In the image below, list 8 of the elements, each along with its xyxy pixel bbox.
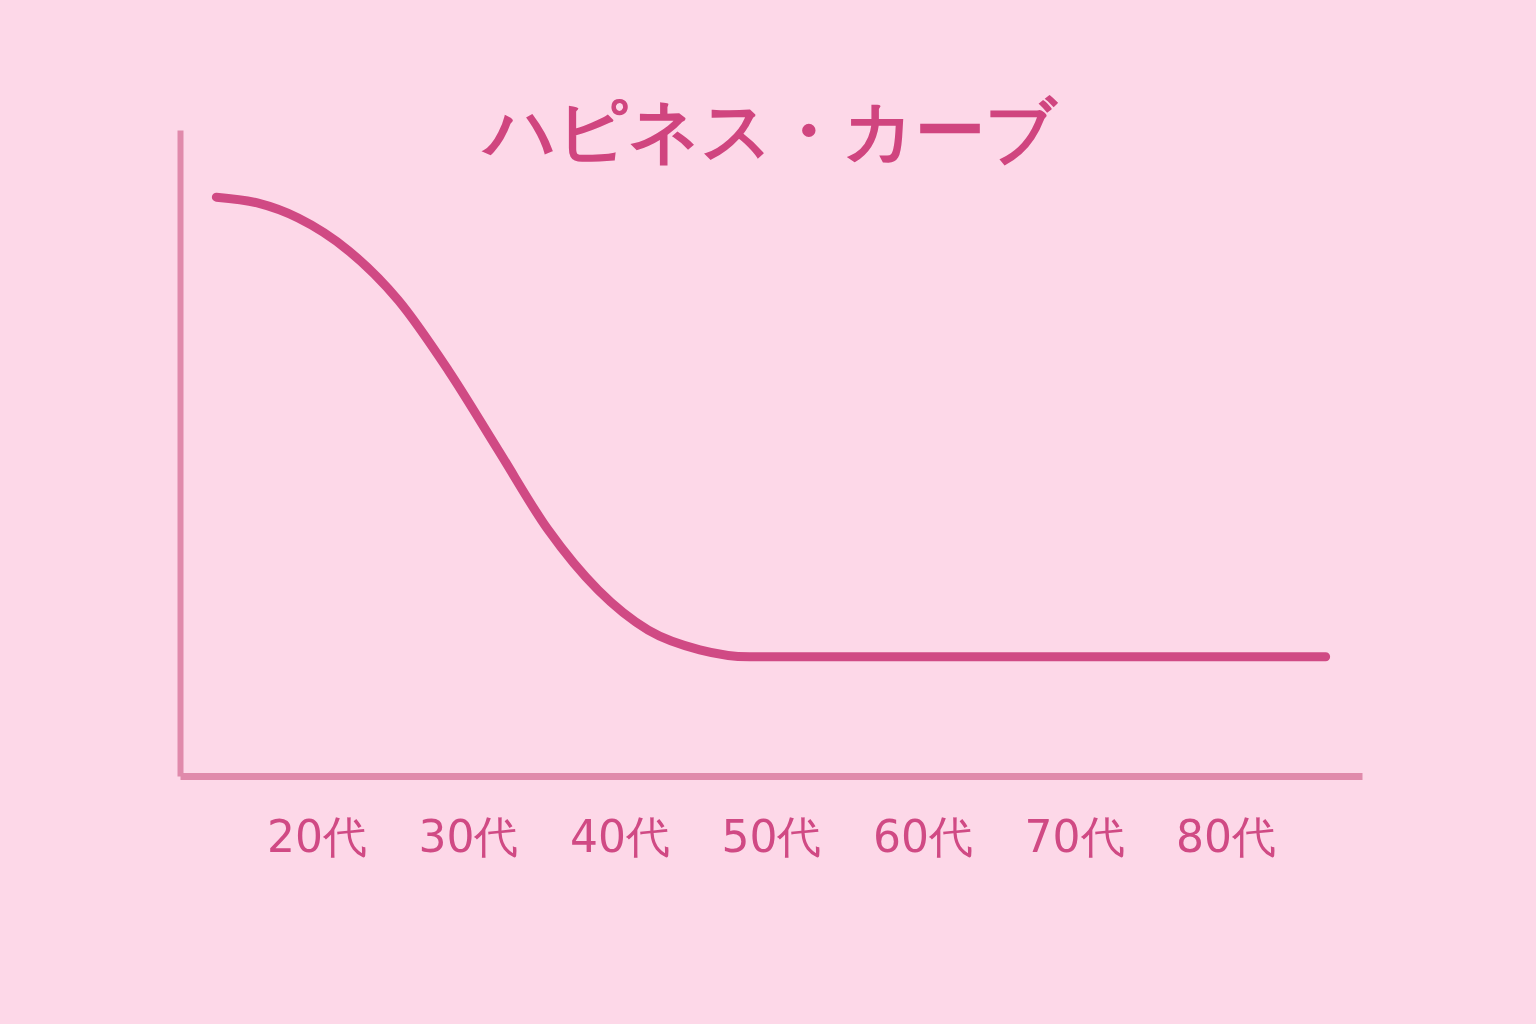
x-tick-label: 20代 — [266, 810, 367, 862]
x-tick-label: 70代 — [1024, 810, 1125, 862]
x-tick-label: 80代 — [1176, 810, 1277, 862]
x-tick-label: 40代 — [569, 810, 670, 862]
x-tick-label: 30代 — [418, 810, 519, 862]
x-tick-label: 50代 — [721, 810, 822, 862]
x-tick-label: 60代 — [873, 810, 974, 862]
chart-title: ハピネス・カーブ — [481, 90, 1059, 172]
